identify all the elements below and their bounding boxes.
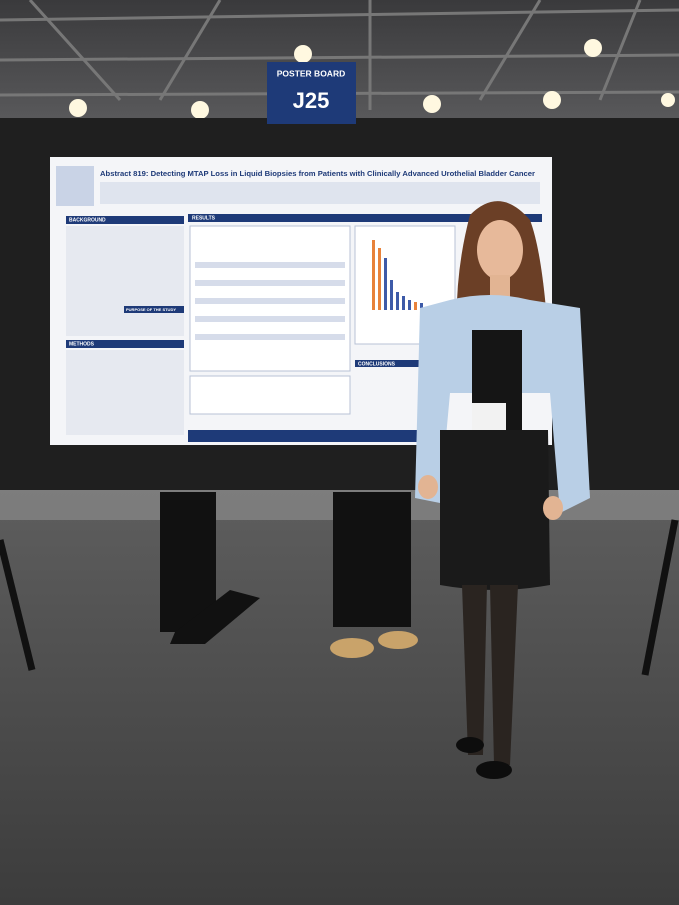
section-heading: PURPOSE OF THE STUDY	[126, 307, 176, 312]
section-body	[66, 350, 184, 435]
poster-box	[189, 375, 351, 415]
poster-title: Abstract 819: Detecting MTAP Loss in Liq…	[100, 169, 535, 178]
background-person	[330, 492, 418, 658]
figure-bars	[372, 240, 423, 310]
person	[415, 201, 590, 779]
table-rows	[195, 262, 345, 340]
background-person	[160, 492, 260, 644]
section-heading: METHODS	[69, 341, 95, 347]
section-bar	[355, 360, 435, 367]
poster-board-sign	[267, 62, 356, 124]
stand	[0, 519, 679, 676]
section-bar	[124, 306, 184, 313]
section-body	[66, 226, 184, 336]
section-bar	[66, 216, 184, 224]
section-heading: BACKGROUND	[69, 217, 106, 223]
poster-authors	[100, 182, 540, 204]
section-bar	[66, 340, 184, 348]
section-heading: CONCLUSIONS	[358, 361, 396, 367]
ceiling-lights	[69, 39, 675, 119]
sign-code: J25	[293, 88, 330, 113]
section-bar	[188, 214, 542, 222]
sign-label: POSTER BOARD	[277, 68, 345, 78]
section-heading: RESULTS	[192, 215, 216, 221]
poster-logos	[56, 166, 94, 206]
